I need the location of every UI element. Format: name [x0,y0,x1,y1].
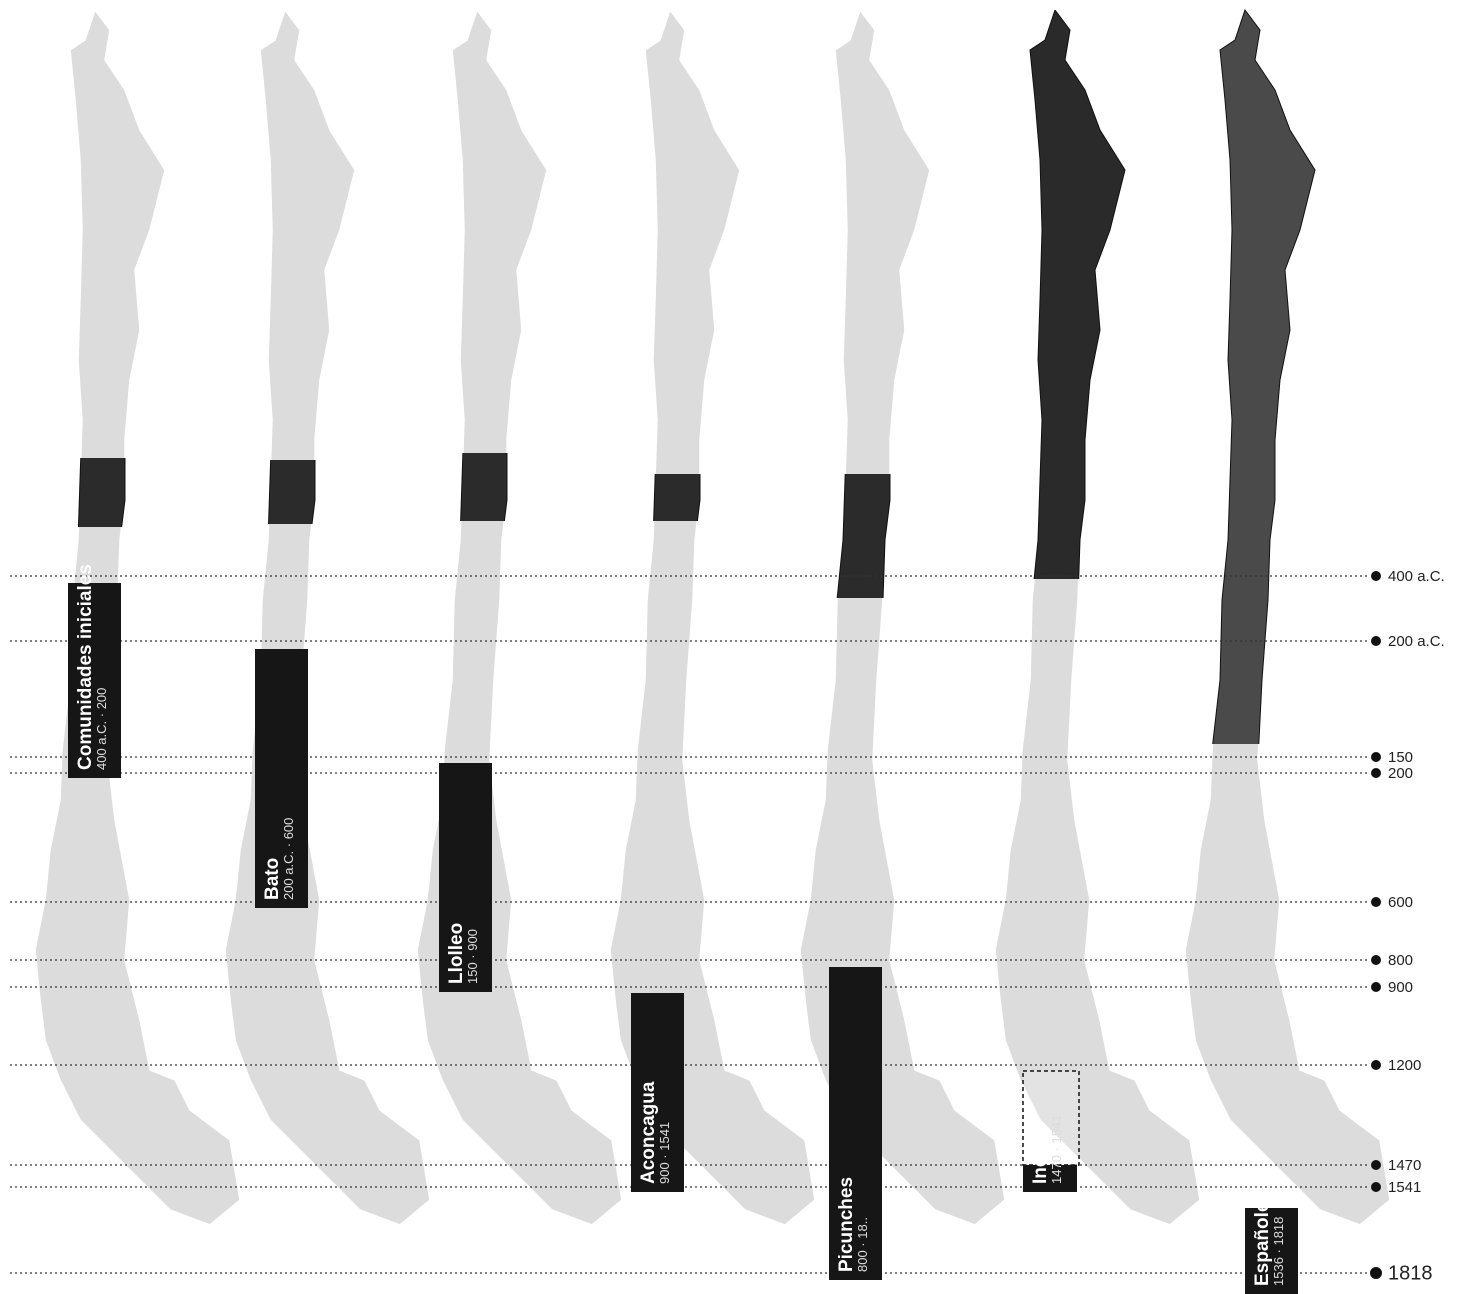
timeline-label: 800 [1388,952,1413,969]
timeline-dot [1371,571,1381,581]
culture-name: Aconcagua [638,1081,659,1184]
timeline-dot [1371,982,1381,992]
culture-period: 400 a.C. · 200 [94,688,109,770]
culture-name: Inca [1030,1146,1051,1184]
timeline-dot [1370,1267,1382,1279]
timeline-dot [1371,752,1381,762]
culture-period: 1536 · 1818 [1271,1217,1286,1286]
infographic: 400 a.C. 200 a.C. 150200 600 800 900 1200 1470 1… [0,0,1466,1294]
timeline-label: 1818 [1388,1262,1433,1284]
timeline-label: 900 [1388,979,1413,996]
timeline-label: 1541 [1388,1179,1421,1196]
culture-name: Bato [262,858,283,900]
map [1185,10,1390,1225]
timeline-label: 1470 [1388,1157,1421,1174]
culture-period: 150 · 900 [465,929,480,984]
culture-period: 200 a.C. · 600 [281,818,296,900]
map [35,10,240,1225]
culture-name: Comunidades iniciales [75,564,96,770]
timeline-dot [1371,1182,1381,1192]
page: {"cultures": [ {"name": "Comunidades ini… [0,0,1466,1294]
timeline-label: 400 a.C. [1388,568,1445,585]
timeline-dot [1371,636,1381,646]
timeline-dot [1371,897,1381,907]
culture-name: Picunches [836,1177,857,1272]
timeline-label: 200 a.C. [1388,633,1445,650]
map-land [35,10,240,1225]
timeline-dot [1371,955,1381,965]
culture-period: 900 · 1541 [657,1122,672,1184]
timeline-dot [1371,1060,1381,1070]
culture-period: 1470 · 1541 [1049,1115,1064,1184]
timeline-dot [1371,1160,1381,1170]
culture-period: 800 · 18.. [855,1217,870,1272]
map-land [225,10,430,1225]
timeline-label: 150 [1388,749,1413,766]
map [225,10,430,1225]
maps [35,10,1390,1225]
map [995,10,1200,1225]
map [417,10,622,1225]
culture-name: Españoles [1252,1191,1273,1286]
culture-name: Llolleo [446,923,467,984]
timeline-dot [1371,768,1381,778]
timeline-label: 200 [1388,765,1413,782]
map-land [417,10,622,1225]
timeline-label: 600 [1388,894,1413,911]
timeline-label: 1200 [1388,1057,1421,1074]
